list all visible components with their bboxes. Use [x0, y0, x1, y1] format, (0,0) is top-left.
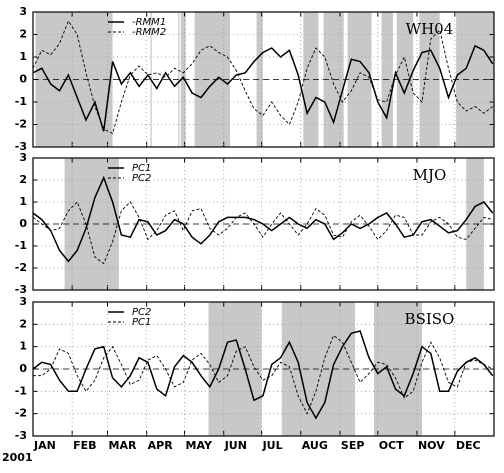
y-tick-label: -2: [15, 407, 27, 420]
x-sublabel: 2001: [2, 451, 33, 464]
y-tick-label: 2: [19, 173, 27, 186]
y-tick-label: 0: [19, 362, 27, 375]
y-tick-label: -3: [15, 140, 27, 153]
shaded-period: [347, 12, 372, 147]
legend-label: -RMM1: [132, 17, 166, 28]
legend-label: PC1: [132, 163, 151, 174]
y-tick-label: -1: [15, 95, 27, 108]
y-tick-label: 0: [19, 73, 27, 86]
series-line: [33, 201, 493, 265]
shaded-period: [256, 12, 263, 147]
y-tick-label: -3: [15, 283, 27, 296]
x-tick-label: AUG: [302, 439, 328, 452]
x-tick-label: JUL: [262, 439, 283, 452]
y-tick-label: 3: [19, 5, 27, 18]
x-tick-label: OCT: [379, 439, 404, 452]
series-line: [33, 330, 494, 420]
plot-frame: [32, 301, 495, 437]
series-line: [33, 334, 493, 415]
x-tick-label: JUN: [224, 439, 247, 452]
y-tick-label: 2: [19, 28, 27, 41]
y-tick-label: 0: [19, 217, 27, 230]
x-tick-label: JAN: [33, 439, 56, 452]
y-tick-label: 3: [19, 151, 27, 164]
legend-label: PC1: [132, 317, 151, 328]
y-tick-label: -1: [15, 239, 27, 252]
x-tick-label: SEP: [341, 439, 365, 452]
legend-label: PC2: [132, 307, 151, 318]
y-tick-label: 1: [19, 50, 27, 63]
legend-label: PC2: [132, 173, 151, 184]
x-tick-label: APR: [148, 439, 174, 452]
legend-label: -RMM2: [132, 27, 166, 38]
x-tick-label: MAY: [186, 439, 213, 452]
panel-title: MJO: [413, 166, 447, 184]
panel-title: WH04: [406, 20, 454, 38]
x-tick-label: DEC: [456, 439, 481, 452]
x-tick-label: MAR: [109, 439, 137, 452]
y-tick-label: 2: [19, 317, 27, 330]
y-tick-label: 1: [19, 340, 27, 353]
y-tick-label: -3: [15, 429, 27, 442]
plot-frame: [32, 157, 495, 291]
y-tick-label: 3: [19, 295, 27, 308]
x-tick-label: FEB: [73, 439, 96, 452]
x-tick-label: NOV: [418, 439, 445, 452]
series-line: [33, 175, 494, 263]
y-tick-label: -1: [15, 384, 27, 397]
series-line: [33, 44, 494, 132]
y-tick-label: -2: [15, 118, 27, 131]
panel-title: BSISO: [405, 310, 455, 328]
y-tick-label: 1: [19, 195, 27, 208]
plot-frame: [32, 11, 495, 148]
y-tick-label: -2: [15, 261, 27, 274]
